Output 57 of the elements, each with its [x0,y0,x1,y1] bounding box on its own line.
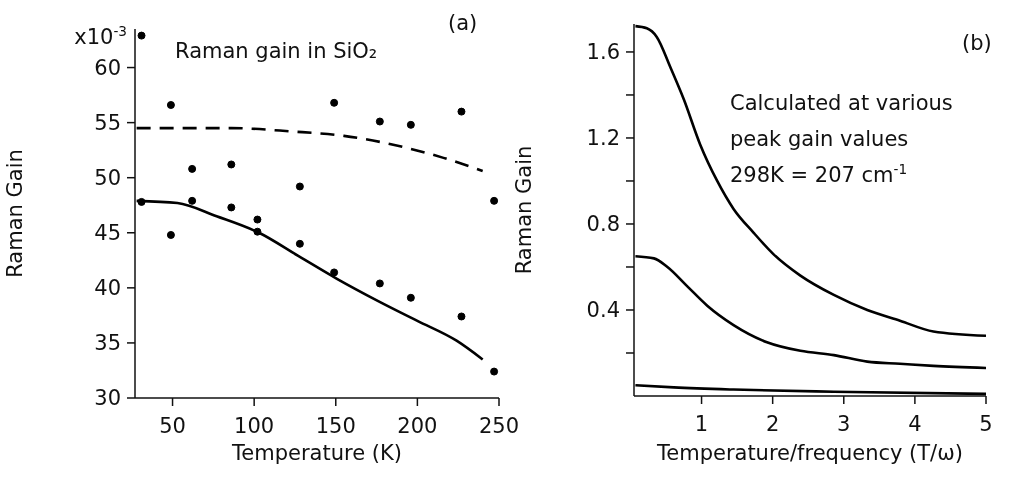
x-axis-title: Temperature/frequency (T/ω) [656,441,963,465]
annotation: (b) [962,31,992,55]
point [227,160,236,169]
y-tick-label: 0.4 [586,298,620,323]
x-axis-title: Temperature (K) [231,441,402,465]
point [188,196,197,205]
x-tick-label: 4 [908,411,922,436]
annotation: Raman gain in SiO₂ [175,39,378,63]
point [457,107,466,116]
point [490,196,499,205]
annotation: (a) [448,11,478,35]
y-tick-label: 45 [94,221,121,246]
y-tick-label: 35 [94,331,121,356]
point [295,182,304,191]
point [137,197,146,206]
x-tick-label: 150 [315,413,356,438]
y-tick-label: 0.8 [586,212,620,237]
point [227,203,236,212]
point [253,227,262,236]
x-tick-label: 100 [234,413,275,438]
x-tick-label: 200 [397,413,438,438]
point [188,164,197,173]
line-series [634,254,986,370]
y-tick-label: 50 [94,166,121,191]
line-series [135,199,484,361]
point [295,239,304,248]
y-axis-title: Raman Gain [3,149,28,278]
point [137,31,146,40]
y-tick-label: 30 [94,386,121,411]
annotation: peak gain values [730,127,909,151]
x-tick-label: 3 [837,411,851,436]
y-axis-title: Raman Gain [512,145,537,275]
x-tick-label: 2 [765,411,780,436]
y-tick-label: 1.6 [586,40,620,65]
point [490,367,499,376]
x-tick-label: 1 [694,411,709,436]
point [375,279,384,288]
y-tick-label: 1.2 [586,126,620,151]
point [166,230,175,239]
point [253,215,262,224]
line-series [135,126,484,173]
y-tick-label: 40 [94,276,121,301]
point [406,120,415,129]
x-tick-label: 5 [979,411,993,436]
point [330,268,339,277]
y-tick-label: 60 [94,55,121,80]
point [330,98,339,107]
annotation: Calculated at various [730,91,953,115]
point [457,312,466,321]
annotation: 298K = 207 cm$^{-1}$ [730,161,908,187]
y-tick-label: 55 [94,110,121,135]
text: x10$^{-3}$ [74,23,127,49]
x-tick-label: 250 [478,413,520,438]
point [166,101,175,109]
point [406,293,415,302]
x-tick-label: 50 [159,413,186,438]
point [375,117,384,126]
